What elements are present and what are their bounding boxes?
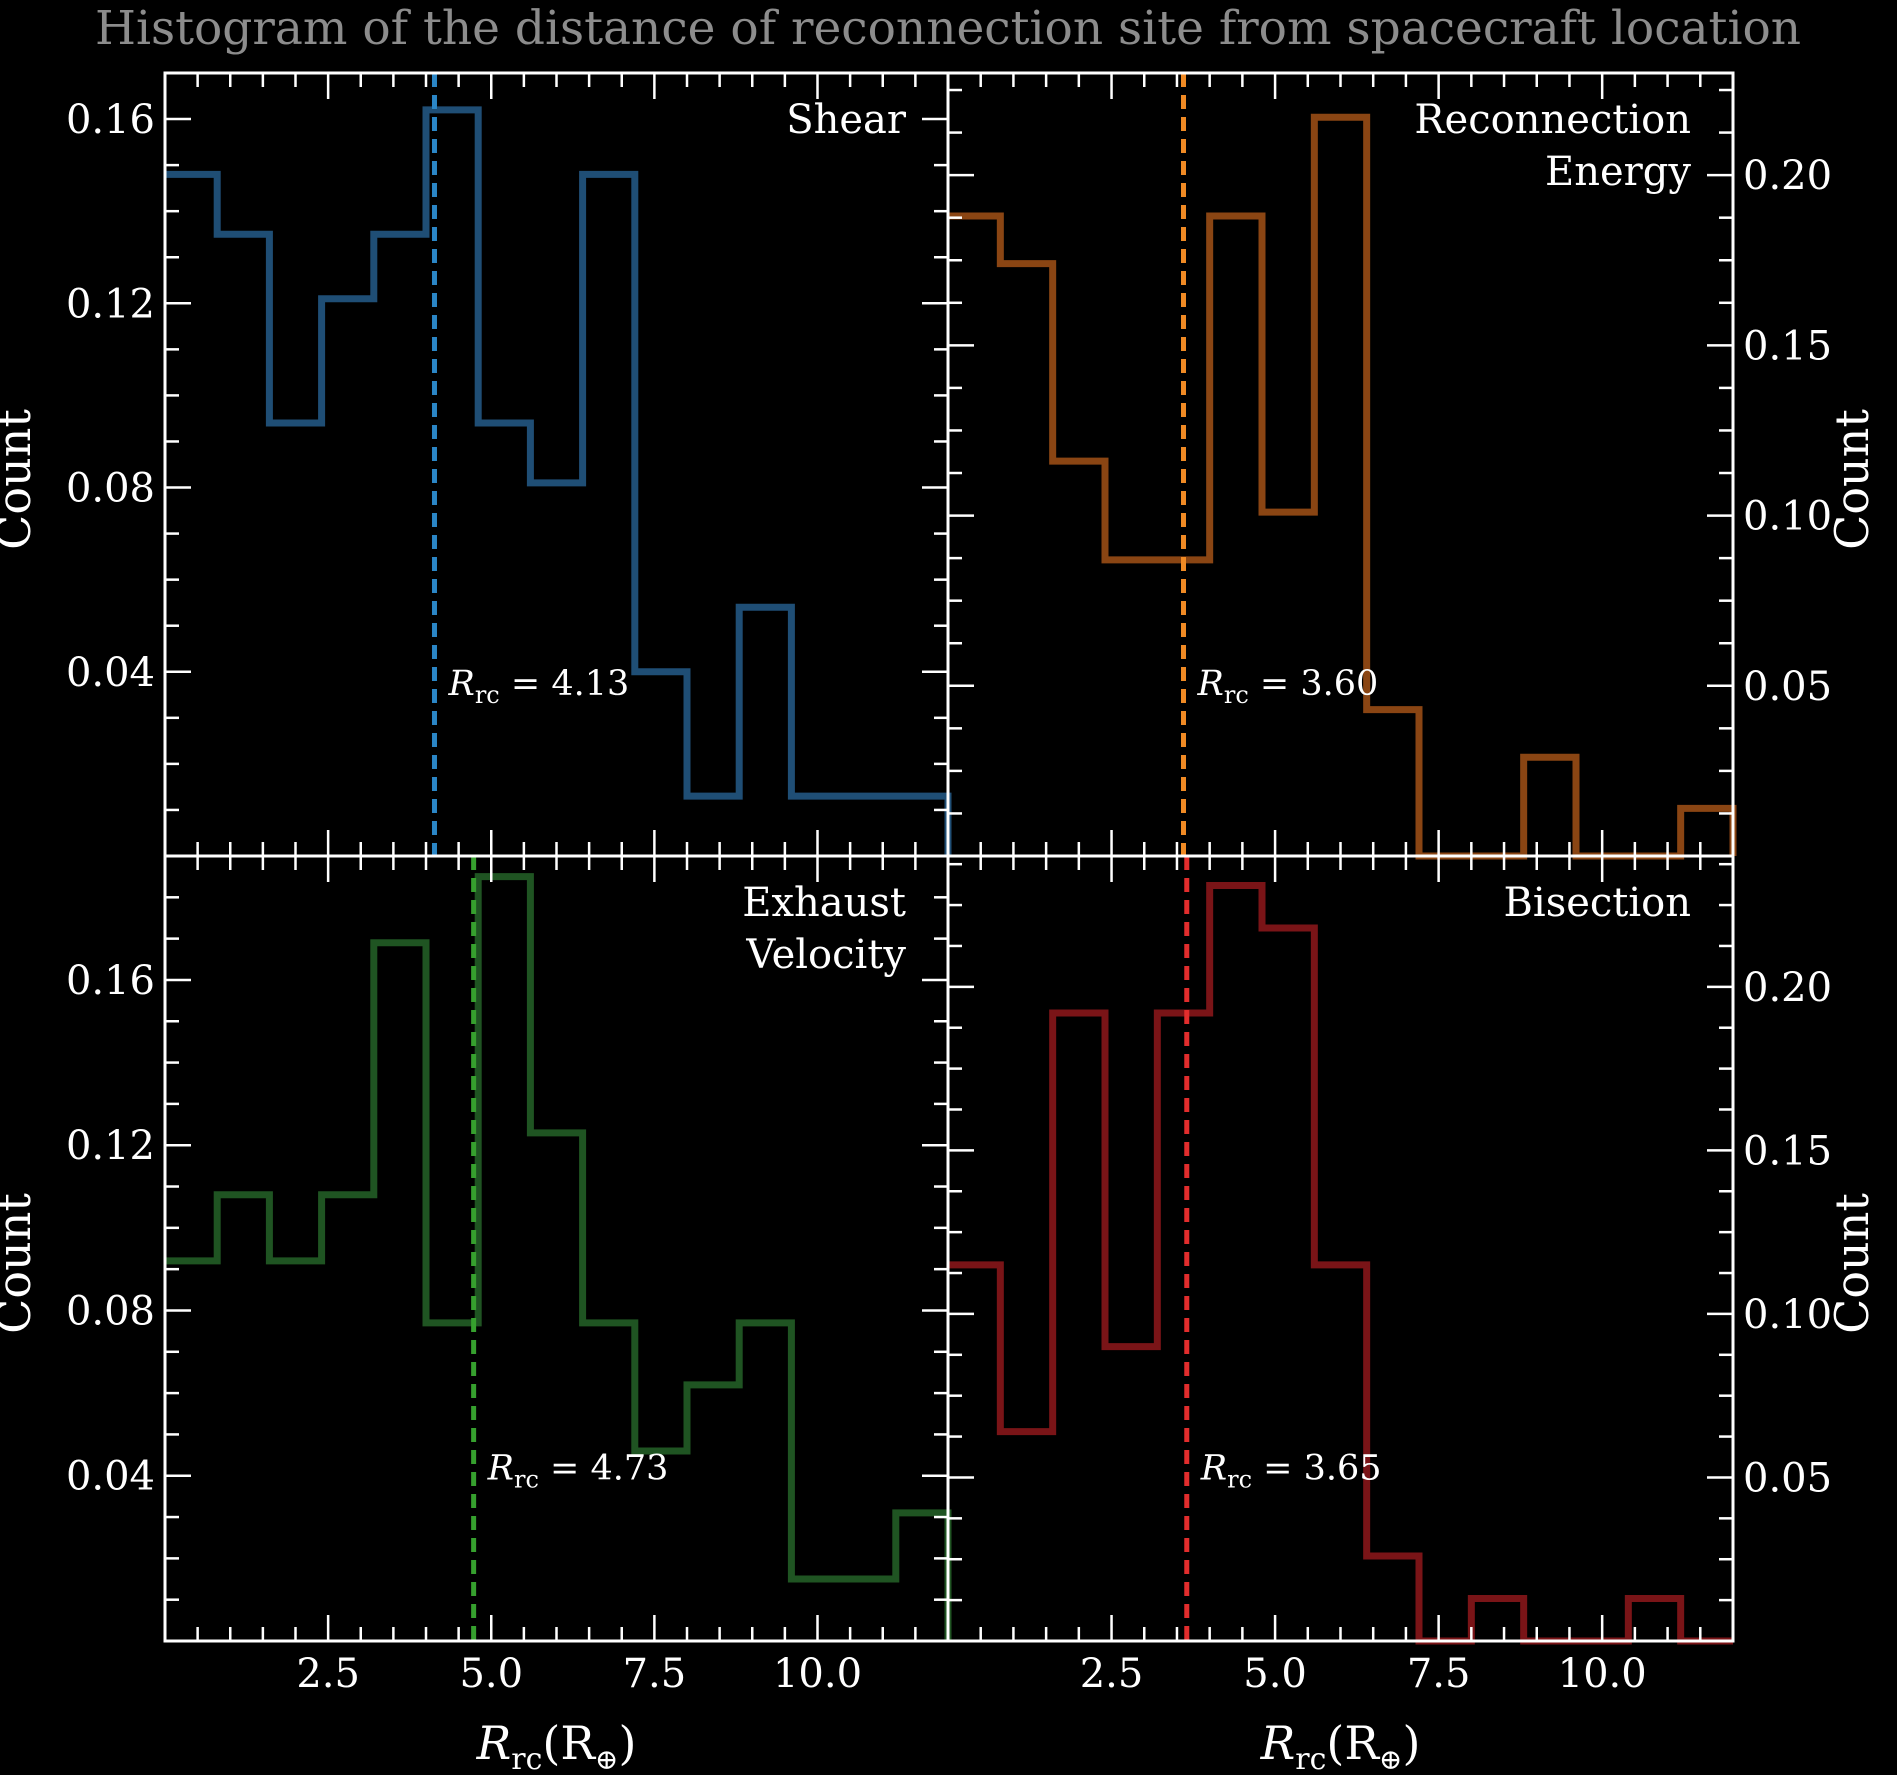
y-tick-label: 0.04 [66,650,155,696]
y-tick-label: 0.20 [1743,965,1832,1011]
panel-exhaust-velocity: Rrc = 4.73 Exhaust Velocity 0.04 0.08 0.12 0.1… [66,854,952,1697]
median-annotation: Rrc = 3.65 [1200,1449,1382,1494]
x-tick-label: 7.5 [1407,1651,1471,1697]
y-tick-label: 0.16 [66,958,155,1004]
x-tick-label: 10.0 [773,1651,862,1697]
x-tick-label: 5.0 [1243,1651,1307,1697]
median-annotation: Rrc = 3.60 [1197,664,1379,709]
y-axis-label: Count [1825,1193,1879,1334]
y-tick-label: 0.08 [66,1288,155,1334]
figure-title: Histogram of the distance of reconnectio… [95,1,1801,56]
y-axis-label: Count [0,1193,41,1334]
y-tick-label: 0.10 [1743,1292,1832,1338]
x-axis-label: Rrc(R⊕) [476,1716,637,1775]
panel-label: Exhaust [742,880,906,926]
y-axis-label: Count [0,409,41,550]
y-tick-label: 0.12 [66,1123,155,1169]
histogram-step-line [165,873,952,1641]
y-tick-label: 0.15 [1743,323,1832,369]
panel-bisection: Rrc = 3.65 Bisection 0.05 0.10 0.15 0.20 2.5 5.… [946,854,1832,1697]
panel-label: Velocity [745,932,906,978]
y-tick-label: 0.08 [66,466,155,512]
x-tick-label: 2.5 [296,1651,360,1697]
histogram-step-line [165,106,952,856]
y-tick-label: 0.05 [1743,664,1832,710]
x-tick-label: 2.5 [1080,1651,1144,1697]
panel-label: Reconnection [1414,97,1691,143]
median-annotation: Rrc = 4.13 [447,664,629,709]
y-tick-label: 0.12 [66,281,155,327]
panel-label: Energy [1545,149,1691,195]
y-tick-label: 0.15 [1743,1128,1832,1174]
y-tick-label: 0.10 [1743,494,1832,540]
x-tick-label: 5.0 [459,1651,523,1697]
x-tick-label: 7.5 [623,1651,687,1697]
x-axis-label: Rrc(R⊕) [1260,1716,1421,1775]
y-tick-label: 0.04 [66,1454,155,1500]
panel-label: Bisection [1504,880,1692,926]
y-tick-label: 0.05 [1743,1455,1832,1501]
y-axis-label: Count [1825,409,1879,550]
x-tick-label: 10.0 [1558,1651,1647,1697]
y-tick-label: 0.20 [1743,153,1832,199]
y-tick-label: 0.16 [66,97,155,143]
panel-reconnection-energy: Rrc = 3.60 Reconnection Energy 0.05 0.10 0.15… [946,71,1832,860]
panel-label: Shear [786,97,907,143]
median-annotation: Rrc = 4.73 [487,1449,669,1494]
